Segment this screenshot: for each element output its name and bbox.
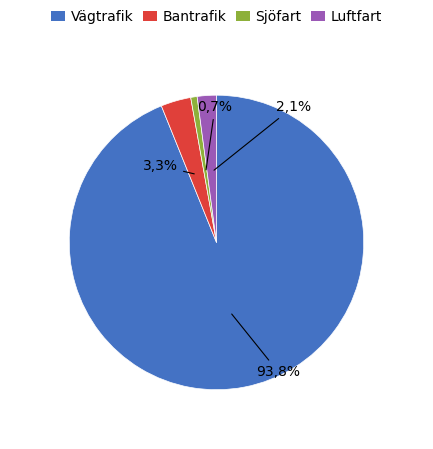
Text: 93,8%: 93,8% — [232, 314, 301, 379]
Wedge shape — [197, 95, 216, 242]
Text: 0,7%: 0,7% — [197, 100, 233, 170]
Text: 2,1%: 2,1% — [214, 100, 310, 170]
Wedge shape — [69, 95, 364, 390]
Wedge shape — [191, 97, 216, 242]
Wedge shape — [162, 97, 216, 242]
Text: 3,3%: 3,3% — [143, 159, 194, 174]
Legend: Vägtrafik, Bantrafik, Sjöfart, Luftfart: Vägtrafik, Bantrafik, Sjöfart, Luftfart — [51, 10, 382, 24]
